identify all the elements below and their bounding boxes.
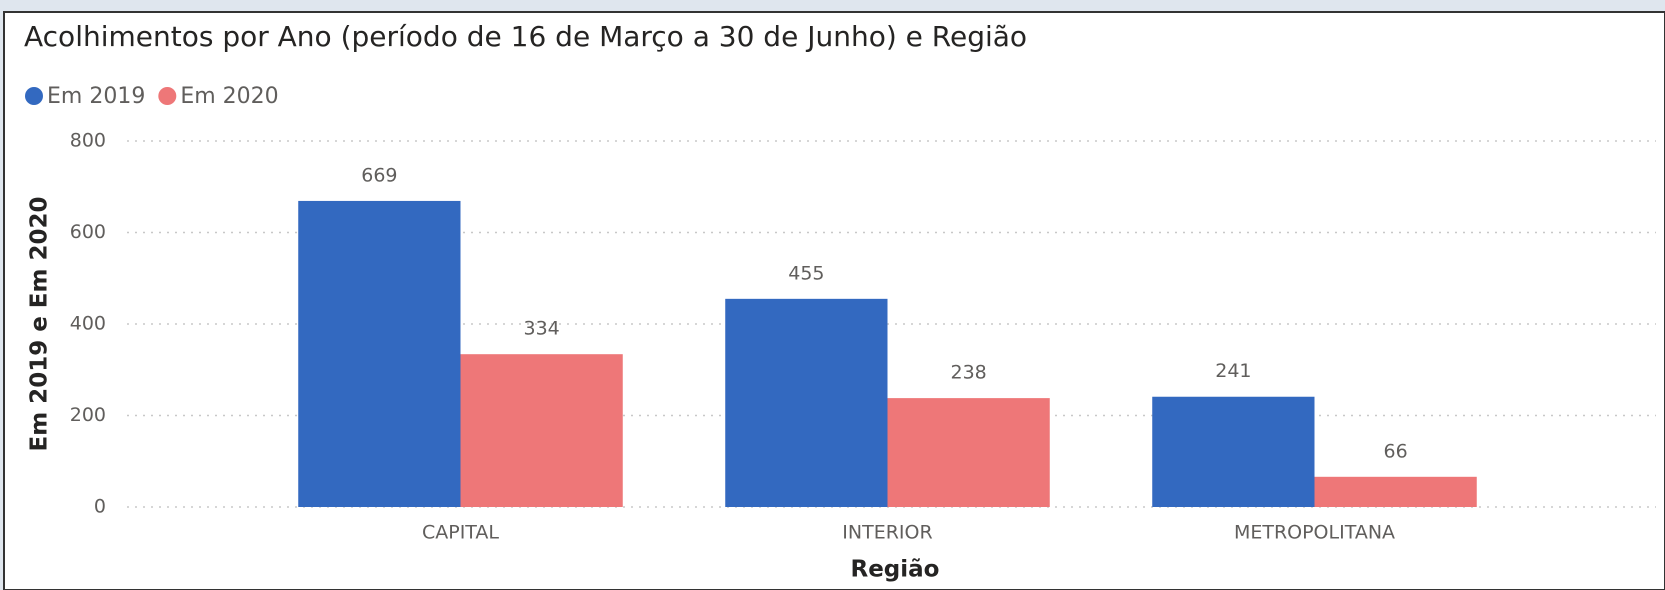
data-label: 455 [788, 262, 824, 284]
y-axis-title: Em 2019 e Em 2020 [27, 196, 53, 451]
y-tick-label: 200 [70, 404, 106, 426]
y-tick-label: 0 [94, 496, 106, 518]
legend-marker [25, 87, 43, 105]
data-label: 241 [1215, 360, 1251, 382]
bar [725, 298, 888, 507]
y-tick-label: 600 [70, 221, 106, 243]
data-label: 334 [523, 318, 559, 340]
x-tick-label: CAPITAL [422, 522, 499, 544]
data-label: 669 [361, 164, 397, 186]
y-tick-label: 800 [70, 130, 106, 152]
bar [1152, 396, 1315, 507]
bar [887, 398, 1050, 507]
x-tick-label: METROPOLITANA [1234, 522, 1395, 544]
legend-marker [158, 87, 177, 105]
legend-label: Em 2019 [47, 84, 145, 109]
bar [1314, 476, 1477, 507]
y-tick-label: 400 [70, 313, 106, 335]
x-axis-title: Região [851, 557, 940, 583]
bar [298, 200, 461, 507]
legend-label: Em 2020 [180, 84, 278, 109]
chart-title: Acolhimentos por Ano (período de 16 de M… [24, 20, 1027, 53]
data-label: 238 [950, 362, 986, 384]
x-tick-label: INTERIOR [842, 522, 932, 544]
data-label: 66 [1384, 440, 1408, 462]
bar [460, 354, 623, 507]
